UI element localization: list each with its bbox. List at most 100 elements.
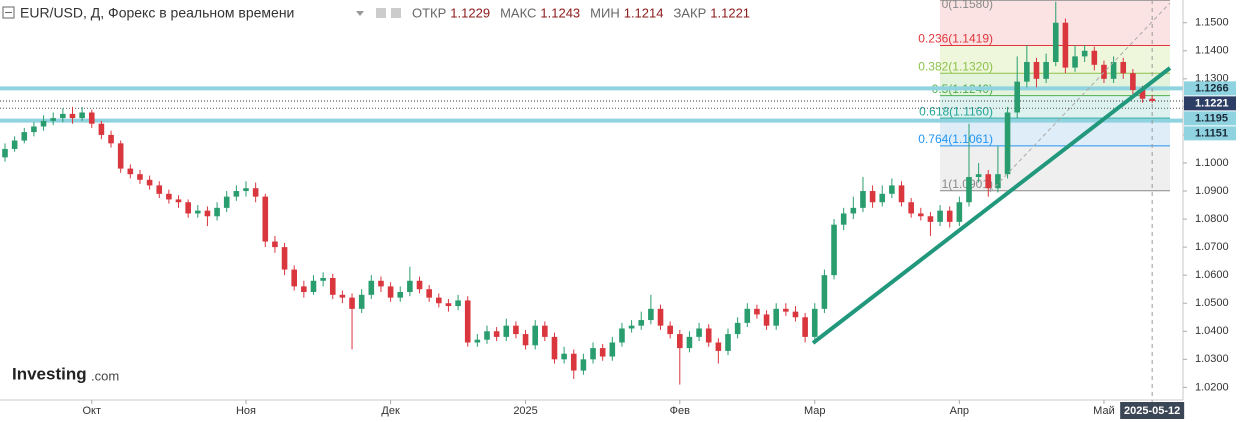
candle-body [677,334,683,349]
candle-body [667,325,673,335]
candle-body [696,328,702,337]
logo-suffix: .com [91,368,119,383]
candle-body [580,359,587,371]
candle-body [252,188,259,197]
candle-body [2,148,8,158]
candle-body [493,331,500,337]
x-tick-label: Мар [804,405,826,417]
candle-body [686,336,693,349]
candle-body [146,179,153,186]
candle-body [31,126,37,133]
ohlc-label: МАКС [500,5,536,20]
candle-body [599,348,606,357]
fib-label: 0.618(1.1160) [919,104,993,118]
candle-body [1081,50,1088,57]
candle-body [310,280,317,293]
dropdown-arrow[interactable] [356,11,364,16]
ohlc-label: ЗАКР [673,5,706,20]
candle-body [175,199,182,203]
candle-body [503,325,510,337]
candle-body [223,196,230,208]
price-label-box [1184,126,1236,141]
candle-body [889,185,895,194]
candle-body [570,353,577,371]
candle-body [1139,90,1146,99]
y-tick-label: 1.0500 [1195,297,1229,309]
candle-body [436,297,442,304]
candle-body [195,210,201,214]
candle-body [1120,61,1127,74]
candle-body [156,185,163,194]
candle-body [628,325,635,329]
candle-body [821,275,828,309]
candle-body [551,336,558,360]
candle-body [320,277,326,281]
candle-body [98,123,105,135]
ohlc-value: 1.1221 [710,5,750,20]
y-tick-label: 1.0600 [1195,269,1229,281]
x-tick-label: Фев [670,405,690,417]
candle-body [301,286,307,293]
candle-body [734,322,741,335]
y-tick-label: 1.0200 [1195,381,1229,393]
y-tick-label: 1.0400 [1195,325,1229,337]
candle-body [69,113,76,119]
candle-body [927,216,934,222]
logo-name: Investing [12,364,87,383]
y-tick-label: 1.0700 [1195,241,1229,253]
candle-body [590,348,596,360]
candle-body [850,207,857,214]
price-label-box [1184,111,1236,126]
candle-body [1091,50,1098,65]
candle-body [638,320,645,326]
candle-body [609,342,616,357]
compare-icon[interactable] [391,8,401,18]
candle-body [773,308,779,326]
candle-body [166,193,172,200]
y-tick-label: 1.0800 [1195,213,1229,225]
candle-body [40,120,47,127]
settings-icon[interactable] [376,8,386,18]
price-label-box [1184,81,1236,96]
price-label: 1.1151 [1195,127,1228,139]
candle-body [840,213,847,225]
candle-body [88,112,95,124]
candle-body [127,168,134,175]
candle-body [811,308,818,337]
candle-body [378,280,384,287]
candle-body [754,308,760,315]
candle-body [272,241,278,248]
candle-body [966,176,972,203]
candle-body [233,191,240,197]
candle-body [561,353,567,360]
candle-body [1033,61,1040,79]
candle-body [725,334,731,351]
price-labels: 1.1266 1.1221 1.1195 1.1151 2025-05-12 [1120,81,1236,419]
fib-band [940,118,1170,146]
candle-body [214,207,220,217]
fib-anchor-line [989,2,1171,193]
levels [0,0,1183,400]
y-tick-label: 1.0300 [1195,353,1229,365]
y-tick-label: 1.1400 [1195,45,1229,57]
candle-body [50,118,56,121]
candle-body [1062,22,1069,68]
candle-body [1014,81,1020,113]
candle-body [937,210,943,222]
candle-body [185,202,191,214]
x-tick-label: Окт [82,405,101,417]
candle-body [407,280,413,293]
candle-body [416,280,423,290]
candle-body [243,188,249,192]
ohlc-label: ОТКР [412,5,446,20]
candles [2,1,1155,385]
candle-body [1004,112,1011,175]
x-tick-label: 2025 [513,405,537,417]
header: EUR/USD, Д, Форекс в реальном времени ОТ… [2,5,750,21]
candle-body [1101,64,1107,79]
candle-body [79,112,85,119]
ohlc-values: ОТКР 1.1229 МАКС 1.1243 МИН 1.1214 ЗАКР 1.1221 [412,5,750,20]
candle-body [21,132,28,141]
ohlc-value: 1.1214 [624,5,664,20]
